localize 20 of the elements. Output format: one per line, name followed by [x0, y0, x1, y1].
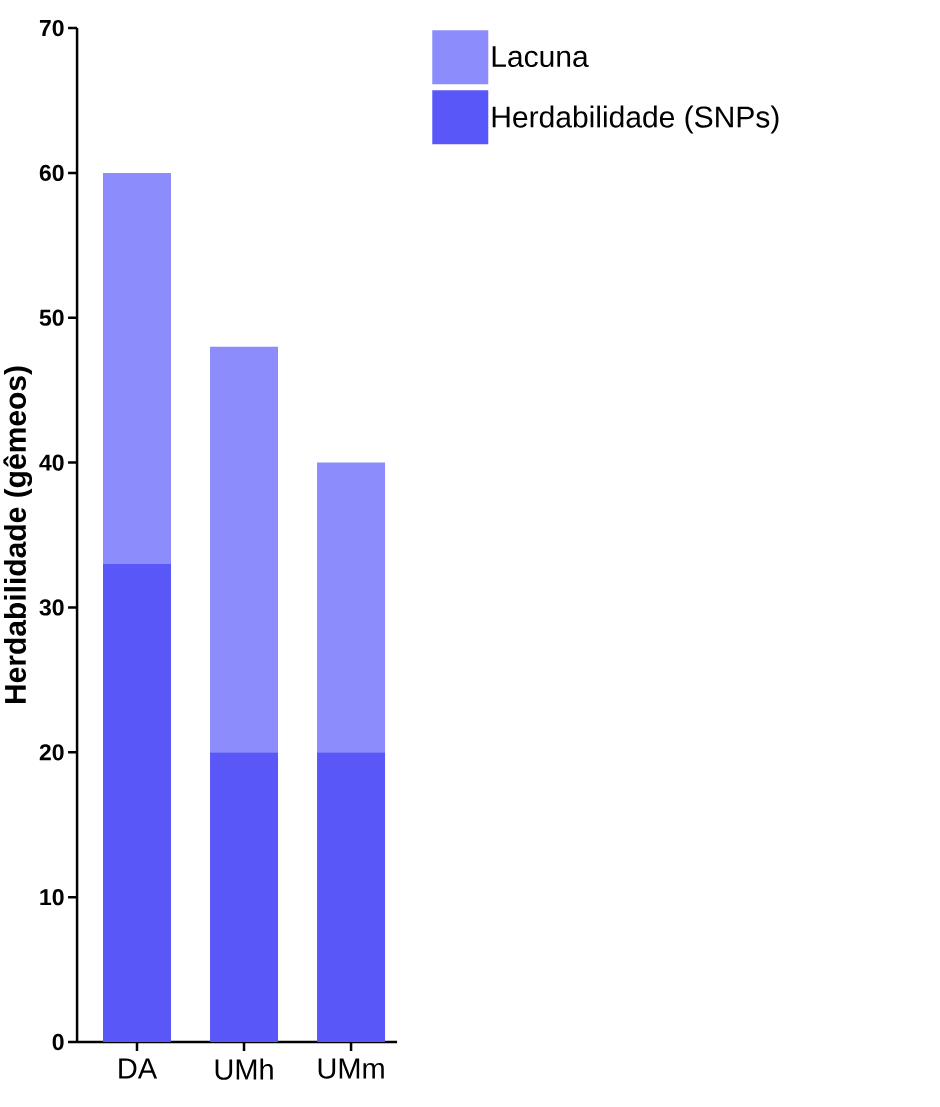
bar	[103, 172, 171, 564]
legend-label: Lacuna	[492, 46, 589, 68]
legend-label: Herdabilidade (SNPs)	[492, 105, 779, 134]
bar	[103, 563, 171, 1042]
bar	[317, 752, 386, 1042]
y-tick-label: 40	[39, 454, 64, 471]
x-tick-label: UMm	[318, 1058, 384, 1079]
y-tick-label: 10	[40, 889, 64, 906]
y-axis-title: Herdabilidade (gêmeos)	[3, 366, 33, 704]
y-tick-label: 70	[39, 19, 64, 37]
x-tick-label: DA	[119, 1058, 158, 1079]
y-tick-label: 0	[52, 1033, 64, 1051]
bar	[210, 346, 279, 753]
y-tick-label: 50	[39, 309, 64, 326]
bar	[317, 462, 386, 753]
y-tick-label: 30	[39, 599, 64, 616]
bar	[210, 752, 279, 1042]
x-tick-label: UMh	[215, 1058, 273, 1080]
y-tick-label: 60	[39, 164, 64, 182]
y-tick-label: 20	[39, 744, 64, 761]
